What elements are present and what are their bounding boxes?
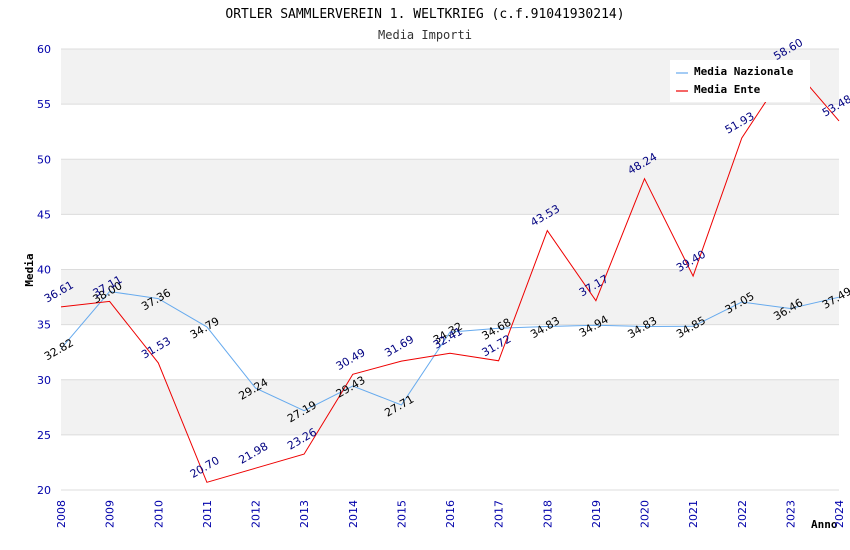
legend: Media Nazionale Media Ente [670, 60, 810, 102]
y-tick-label: 45 [37, 208, 51, 221]
x-tick-label: 2022 [736, 500, 749, 528]
grid-band [61, 104, 839, 160]
x-tick-label: 2016 [444, 500, 457, 528]
grid-band [61, 159, 839, 215]
x-tick-label: 2020 [639, 500, 652, 528]
x-axis-ticks: 2008 2009 2010 2011 2012 2013 2014 2015 2016 2017… [55, 500, 846, 528]
x-tick-label: 2017 [493, 500, 506, 528]
y-axis-ticks: 20 25 30 35 40 45 50 55 60 [37, 43, 51, 497]
x-tick-label: 2010 [152, 500, 165, 528]
grid-band [61, 324, 839, 380]
y-axis-label: Media [23, 253, 36, 286]
series-lines [60, 63, 840, 483]
y-tick-label: 20 [37, 484, 51, 497]
grid-lines [61, 48, 839, 491]
x-tick-label: 2014 [347, 500, 360, 528]
x-tick-label: 2008 [55, 500, 68, 528]
x-tick-label: 2023 [784, 500, 797, 528]
legend-label-ente: Media Ente [694, 83, 761, 96]
series-line-1 [60, 63, 840, 483]
y-tick-label: 60 [37, 43, 51, 56]
chart-subtitle: Media Importi [378, 28, 472, 42]
grid-band [61, 379, 839, 435]
y-tick-label: 40 [37, 264, 51, 277]
legend-box [670, 60, 810, 102]
x-tick-label: 2024 [833, 500, 846, 528]
x-tick-label: 2015 [395, 500, 408, 528]
x-tick-label: 2013 [298, 500, 311, 528]
y-tick-label: 30 [37, 374, 51, 387]
x-tick-label: 2011 [201, 500, 214, 528]
y-tick-label: 50 [37, 153, 51, 166]
x-tick-label: 2012 [250, 500, 263, 528]
y-tick-label: 55 [37, 98, 51, 111]
y-tick-label: 35 [37, 319, 51, 332]
chart-title: ORTLER SAMMLERVEREIN 1. WELTKRIEG (c.f.9… [225, 7, 624, 22]
x-tick-label: 2009 [104, 500, 117, 528]
grid-bands [61, 49, 839, 490]
y-tick-label: 25 [37, 429, 51, 442]
legend-label-nazionale: Media Nazionale [694, 65, 794, 78]
grid-band [61, 214, 839, 270]
x-tick-label: 2021 [687, 500, 700, 528]
x-tick-label: 2019 [590, 500, 603, 528]
x-axis-label: Anno [811, 518, 838, 531]
x-tick-label: 2018 [541, 500, 554, 528]
series-line-0 [60, 290, 840, 412]
grid-band [61, 434, 839, 490]
grid-band [61, 269, 839, 325]
